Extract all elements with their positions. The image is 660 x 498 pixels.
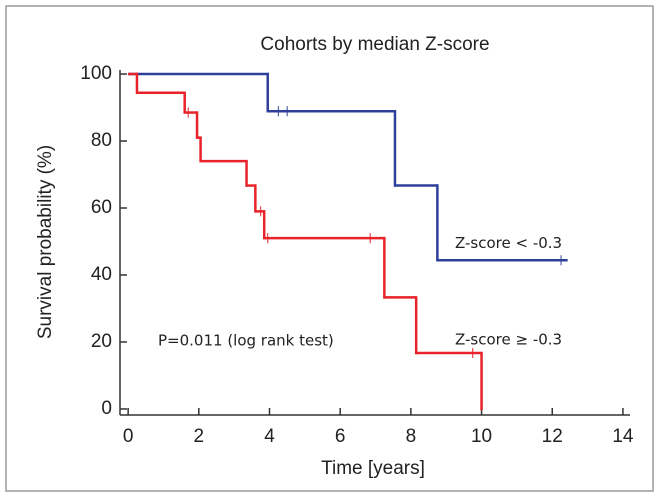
y-tick-label: 20 [91, 331, 112, 352]
series-label: Z-score < -0.3 [455, 234, 562, 252]
x-tick-label: 0 [123, 426, 134, 447]
x-tick-label: 4 [264, 426, 275, 447]
y-axis-label: Survival probability (%) [35, 145, 56, 339]
frame [5, 5, 654, 492]
series-label: Z-score ≥ -0.3 [455, 331, 562, 349]
y-tick-label: 0 [101, 398, 112, 419]
y-tick-label: 40 [91, 264, 112, 285]
x-tick-label: 8 [406, 426, 417, 447]
x-tick-label: 10 [471, 426, 492, 447]
chart-title: Cohorts by median Z-score [260, 34, 489, 55]
x-tick-label: 12 [542, 426, 563, 447]
y-tick-label: 100 [80, 63, 112, 84]
y-tick-label: 80 [91, 130, 112, 151]
x-axis-label: Time [years] [321, 458, 425, 479]
x-tick-label: 6 [335, 426, 346, 447]
x-tick-label: 14 [612, 426, 634, 447]
y-tick-label: 60 [91, 197, 112, 218]
x-tick-label: 2 [194, 426, 205, 447]
annotation: P=0.011 (log rank test) [158, 332, 334, 350]
